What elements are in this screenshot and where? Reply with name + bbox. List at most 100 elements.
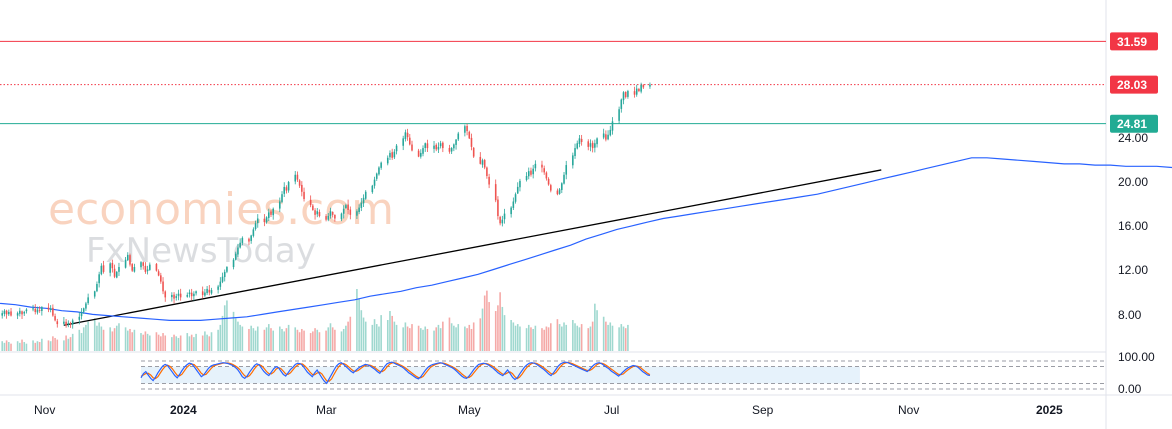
volume-bar [111, 331, 114, 351]
candle-body [642, 84, 645, 88]
volume-bar [21, 339, 23, 351]
volume-bar [378, 326, 380, 351]
candle-body [395, 145, 398, 152]
candle-body [254, 223, 257, 229]
candle-body [325, 216, 327, 220]
candle-body [193, 293, 195, 297]
volume-bar [483, 295, 486, 351]
candle-body [71, 320, 74, 325]
volume-bar [558, 324, 561, 351]
time-label-2024: 2024 [170, 403, 197, 417]
candle-body [115, 271, 118, 278]
candle-body [479, 156, 482, 164]
price-tick-20: 20.00 [1118, 175, 1148, 189]
candle-body [239, 242, 241, 248]
candle-body [149, 264, 151, 270]
volume-bar [87, 321, 89, 351]
volume-bar [285, 328, 288, 351]
candle-body [331, 211, 334, 215]
volume-bar [201, 335, 204, 351]
volume-bar [627, 324, 629, 351]
candle-body [417, 150, 420, 157]
volume-bar [437, 324, 440, 351]
volume-bar [36, 341, 39, 351]
volume-bar [19, 342, 21, 351]
candle-body [550, 185, 552, 191]
volume-bar [406, 326, 409, 351]
candle-body [497, 199, 499, 217]
candle-body [364, 191, 367, 199]
volume-bar [411, 324, 413, 351]
volume-bar [303, 330, 305, 351]
candle-body [93, 291, 96, 297]
volume-bar [488, 302, 490, 351]
volume-bar [602, 316, 605, 351]
volume-bar [85, 324, 87, 351]
candle-body [450, 148, 453, 152]
candle-body [49, 308, 52, 310]
candle-body [620, 99, 623, 109]
volume-bar [527, 324, 530, 351]
volume-bar [334, 329, 336, 351]
candle-body [118, 267, 120, 272]
candle-body [87, 297, 89, 304]
volume-bar [223, 305, 226, 351]
volume-bar [144, 331, 147, 351]
candle-body [541, 164, 543, 168]
candle-body [126, 254, 129, 261]
candle-body [298, 180, 301, 186]
volume-bar [494, 311, 497, 351]
stoch-tick-100: 100.00 [1118, 350, 1155, 364]
time-label-jul: Jul [604, 403, 619, 417]
volume-bar [345, 325, 347, 351]
volume-bar [464, 326, 466, 351]
volume-bar [162, 333, 164, 351]
volume-bar [256, 326, 259, 351]
volume-bar [80, 333, 83, 351]
volume-bar [572, 320, 574, 351]
volume-bar [327, 327, 330, 351]
candle-body [580, 138, 583, 143]
volume-bar [417, 325, 420, 351]
volume-bar [455, 327, 457, 351]
volume-bar [287, 324, 290, 351]
candle-body [287, 182, 290, 191]
candle-body [503, 213, 506, 220]
candle-body [534, 163, 537, 169]
moving-average-line [0, 157, 1172, 321]
volume-bar [25, 343, 28, 351]
candle-body [375, 173, 378, 179]
candle-body [340, 213, 343, 220]
volume-bar [54, 337, 56, 351]
volume-bar [49, 341, 52, 351]
candle-body [318, 212, 321, 217]
candle-body [578, 138, 581, 144]
volume-bar [301, 328, 303, 351]
candle-body [109, 263, 111, 273]
candle-body [173, 294, 175, 299]
volume-bar [497, 305, 499, 351]
volume-bar [171, 337, 173, 351]
volume-bar [420, 328, 422, 351]
candle-body [640, 84, 642, 92]
candle-body [265, 217, 268, 223]
volume-bar [113, 328, 116, 351]
volume-bar [118, 323, 120, 351]
candle-body [334, 214, 336, 219]
candle-body [232, 259, 235, 268]
volume-bar [272, 330, 274, 351]
volume-bar [624, 328, 627, 351]
volume-bar [208, 336, 211, 351]
volume-bar [206, 334, 208, 351]
volume-bar [622, 326, 625, 351]
candle-body [558, 189, 561, 194]
volume-bar [576, 325, 579, 351]
candle-body [386, 157, 389, 164]
volume-bar [98, 322, 100, 351]
candle-body [201, 291, 204, 295]
candle-body [63, 321, 65, 324]
volume-bar [34, 342, 37, 351]
volume-bar [71, 333, 74, 351]
candle-body [131, 264, 133, 271]
